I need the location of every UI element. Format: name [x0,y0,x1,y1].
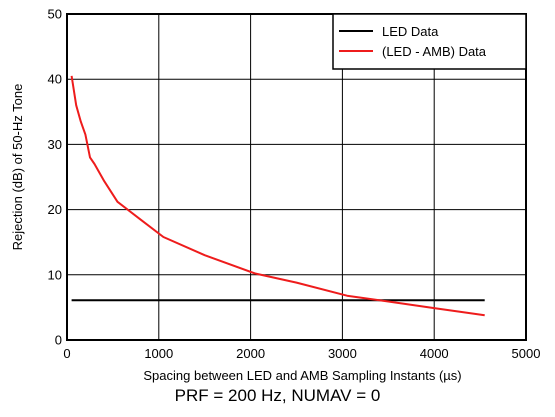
x-tick-label: 2000 [236,346,265,361]
chart: 0 1000 2000 3000 4000 5000 0 10 20 30 40 50 Spacing… [10,7,541,384]
chart-caption: PRF = 200 Hz, NUMAV = 0 [174,386,381,405]
y-tick-label: 20 [48,202,62,217]
y-tick-label: 30 [48,137,62,152]
series-layer [70,75,485,317]
y-tick-label: 40 [48,72,62,87]
tick-labels: 0 1000 2000 3000 4000 5000 0 10 20 30 40 50 [48,7,541,362]
x-axis-title: Spacing between LED and AMB Sampling Ins… [143,368,461,383]
legend-box [332,13,527,70]
legend: LED Data (LED - AMB) Data [332,13,527,70]
legend-label-led-amb-data: (LED - AMB) Data [382,44,487,59]
x-tick-label: 3000 [328,346,357,361]
y-tick-label: 50 [48,7,62,22]
y-tick-label: 0 [55,333,62,348]
y-tick-label: 10 [48,267,62,282]
x-tick-label: 5000 [512,346,541,361]
plot-frame [66,13,527,341]
series-line-led-amb-data [70,75,485,317]
y-axis-title: Rejection (dB) of 50-Hz Tone [10,84,25,251]
x-tick-label: 4000 [420,346,449,361]
x-tick-label: 1000 [144,346,173,361]
x-tick-label: 0 [63,346,70,361]
legend-label-led-data: LED Data [382,24,439,39]
